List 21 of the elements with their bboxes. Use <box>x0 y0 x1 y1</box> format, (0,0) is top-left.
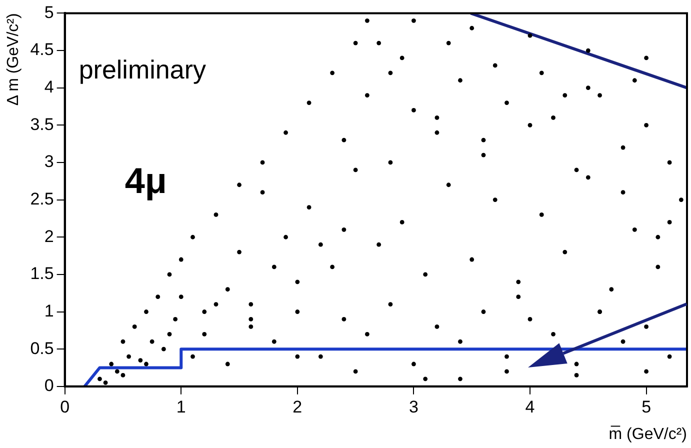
y-tick-label: 4 <box>44 78 54 97</box>
y-tick-label: 0 <box>44 376 54 396</box>
x-tick-label: 5 <box>642 397 652 416</box>
y-tick-label: 3.5 <box>30 114 54 134</box>
y-tick-label: 2.5 <box>30 189 54 208</box>
x-tick-label: 3 <box>408 397 418 416</box>
x-tick-label: 4 <box>525 397 535 416</box>
annotation: preliminary <box>78 54 206 84</box>
x-tick-label: 2 <box>292 397 302 416</box>
x-axis-title: m̅ (GeV/c²) <box>608 424 687 443</box>
y-tick-label: 1 <box>44 301 54 320</box>
y-axis-title: Δ m (GeV/c²) <box>5 13 22 106</box>
x-tick-label: 0 <box>60 397 70 416</box>
y-tick-label: 1.5 <box>30 264 54 284</box>
y-tick-label: 3 <box>44 152 54 172</box>
y-tick-label: 4.5 <box>30 40 54 60</box>
x-tick-label: 1 <box>176 397 186 416</box>
y-tick-label: 0.5 <box>30 338 54 358</box>
y-tick-label: 5 <box>44 2 54 22</box>
y-tick-label: 2 <box>44 226 54 246</box>
annotation: 4μ <box>124 160 167 202</box>
